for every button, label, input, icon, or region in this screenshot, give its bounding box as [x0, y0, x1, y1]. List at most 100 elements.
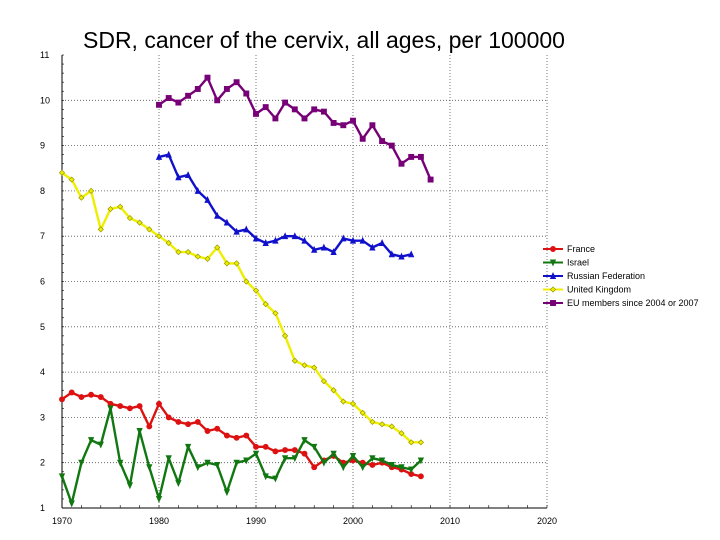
data-point-france: [233, 434, 240, 441]
data-point-france: [214, 425, 221, 432]
data-point-france: [272, 448, 279, 455]
legend-item-eu-members-since-2004-or-2007: EU members since 2004 or 2007: [543, 298, 699, 308]
data-point-russian-federation: [291, 232, 298, 240]
data-point-russian-federation: [369, 243, 376, 251]
data-point-israel: [175, 480, 182, 488]
data-point-france: [204, 428, 211, 434]
data-point-eu-members-since-2004-or-2007: [175, 99, 182, 106]
legend-item-france: France: [543, 244, 595, 254]
legend-label: EU members since 2004 or 2007: [567, 298, 699, 308]
data-point-israel: [349, 452, 357, 460]
data-point-israel: [223, 489, 231, 497]
legend-label: Russian Federation: [567, 271, 645, 281]
data-point-eu-members-since-2004-or-2007: [301, 115, 308, 122]
data-point-israel: [87, 437, 95, 444]
data-point-israel: [214, 462, 221, 469]
data-point-france: [59, 396, 65, 403]
data-point-united-kingdom: [301, 362, 308, 369]
data-point-russian-federation: [349, 236, 357, 244]
data-point-united-kingdom: [126, 214, 133, 222]
data-point-united-kingdom: [136, 219, 143, 226]
series-russian-federation: [155, 150, 415, 260]
data-point-united-kingdom: [340, 398, 347, 405]
data-point-eu-members-since-2004-or-2007: [272, 115, 279, 122]
data-point-eu-members-since-2004-or-2007: [243, 90, 250, 97]
data-point-russian-federation: [233, 227, 240, 235]
data-point-eu-members-since-2004-or-2007: [253, 110, 259, 117]
data-point-israel: [330, 450, 337, 458]
legend-marker: [549, 259, 557, 267]
data-point-eu-members-since-2004-or-2007: [320, 108, 327, 115]
data-point-united-kingdom: [58, 169, 66, 176]
data-point-france: [165, 414, 172, 421]
data-point-united-kingdom: [320, 378, 327, 385]
series-lines: [58, 74, 434, 508]
data-point-russian-federation: [262, 239, 269, 246]
data-point-united-kingdom: [233, 260, 240, 267]
data-point-israel: [359, 464, 366, 472]
legend-label: France: [567, 244, 595, 254]
y-tick-label: 10: [40, 95, 50, 105]
x-tick-label: 1990: [246, 516, 266, 526]
data-point-france: [136, 403, 143, 410]
data-point-france: [243, 432, 250, 439]
data-point-israel: [408, 466, 415, 474]
data-point-united-kingdom: [204, 255, 211, 262]
data-point-israel: [291, 455, 298, 463]
data-point-israel: [388, 462, 395, 469]
y-tick-label: 8: [40, 186, 45, 196]
data-point-france: [185, 421, 192, 428]
data-point-russian-federation: [243, 225, 250, 233]
data-point-israel: [262, 473, 269, 481]
legend-marker: [550, 246, 556, 252]
data-point-eu-members-since-2004-or-2007: [417, 153, 424, 160]
data-point-russian-federation: [301, 236, 308, 244]
data-point-eu-members-since-2004-or-2007: [291, 106, 298, 113]
x-tick-label: 2010: [440, 516, 460, 526]
data-point-france: [282, 447, 289, 453]
data-point-france: [369, 462, 376, 468]
data-point-united-kingdom: [311, 364, 318, 371]
data-point-united-kingdom: [379, 421, 386, 428]
data-point-israel: [369, 455, 376, 463]
y-tick-label: 1: [40, 503, 45, 513]
data-point-united-kingdom: [68, 176, 75, 183]
data-point-israel: [272, 475, 279, 483]
series-line-united-kingdom: [61, 171, 421, 444]
data-point-israel: [417, 457, 425, 465]
data-point-eu-members-since-2004-or-2007: [359, 135, 366, 142]
data-point-eu-members-since-2004-or-2007: [233, 79, 240, 86]
data-point-eu-members-since-2004-or-2007: [165, 95, 172, 101]
data-point-france: [194, 418, 201, 425]
legend-label: Israel: [567, 258, 589, 268]
data-point-eu-members-since-2004-or-2007: [398, 160, 405, 167]
x-tick-label: 1970: [52, 516, 72, 526]
data-point-eu-members-since-2004-or-2007: [194, 86, 201, 92]
data-point-eu-members-since-2004-or-2007: [330, 119, 337, 126]
data-point-russian-federation: [272, 236, 279, 244]
data-point-russian-federation: [320, 243, 328, 251]
data-point-eu-members-since-2004-or-2007: [185, 92, 192, 99]
data-point-united-kingdom: [291, 357, 298, 364]
legend-marker: [549, 272, 557, 279]
y-tick-label: 3: [40, 412, 45, 422]
data-point-france: [78, 394, 85, 400]
data-point-united-kingdom: [223, 260, 230, 267]
data-point-russian-federation: [204, 196, 211, 203]
data-point-eu-members-since-2004-or-2007: [214, 97, 221, 104]
y-tick-label: 11: [40, 50, 49, 60]
data-point-israel: [78, 459, 85, 467]
data-point-israel: [136, 428, 143, 435]
x-tick-label: 1980: [149, 516, 169, 526]
data-point-france: [262, 443, 269, 450]
data-point-russian-federation: [165, 150, 172, 158]
data-point-israel: [340, 464, 347, 472]
data-point-france: [126, 405, 133, 412]
data-point-russian-federation: [175, 173, 182, 181]
data-point-eu-members-since-2004-or-2007: [340, 122, 347, 129]
data-point-united-kingdom: [155, 233, 163, 240]
data-point-israel: [58, 473, 66, 481]
data-point-france: [223, 432, 230, 439]
data-point-france: [97, 394, 104, 400]
data-point-russian-federation: [223, 218, 231, 226]
